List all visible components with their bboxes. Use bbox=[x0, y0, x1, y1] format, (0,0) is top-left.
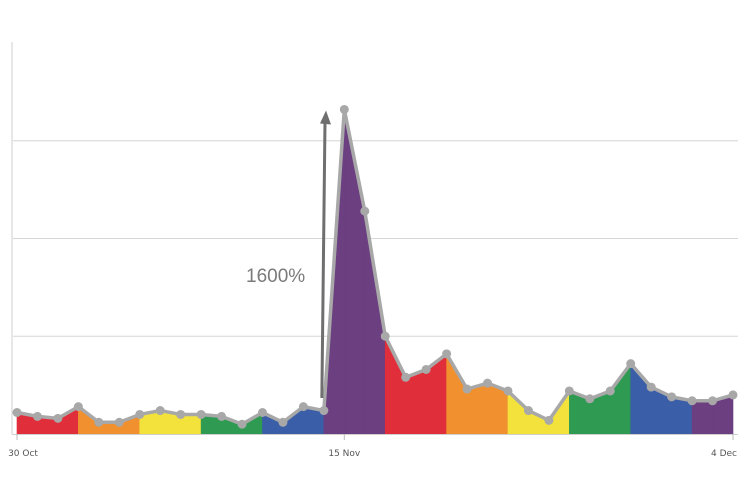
data-point bbox=[237, 419, 247, 429]
x-tick-label: 30 Oct bbox=[8, 449, 38, 459]
data-point bbox=[176, 409, 186, 419]
data-point bbox=[585, 394, 595, 404]
data-point bbox=[278, 417, 288, 427]
growth-arrow bbox=[320, 121, 327, 399]
data-point bbox=[155, 406, 165, 416]
data-point bbox=[319, 406, 329, 416]
data-point bbox=[503, 386, 513, 396]
data-point bbox=[523, 406, 533, 416]
data-point bbox=[380, 331, 390, 341]
area-segment bbox=[446, 352, 468, 435]
data-point bbox=[73, 402, 83, 412]
x-axis-ticks: 30 Oct 15 Nov 4 Dec bbox=[8, 434, 737, 459]
area-segment bbox=[691, 400, 713, 435]
data-point bbox=[462, 384, 472, 394]
x-tick-label: 4 Dec bbox=[711, 449, 737, 459]
data-point bbox=[360, 206, 370, 216]
data-point bbox=[605, 386, 615, 396]
data-point bbox=[401, 372, 411, 382]
data-point bbox=[728, 390, 738, 400]
data-point bbox=[339, 104, 349, 114]
data-point bbox=[32, 411, 42, 421]
x-tick-label: 15 Nov bbox=[328, 449, 361, 459]
data-point bbox=[53, 413, 63, 423]
data-point bbox=[646, 382, 656, 392]
data-point bbox=[257, 407, 267, 417]
data-point bbox=[114, 417, 124, 427]
data-point bbox=[483, 378, 493, 388]
data-point bbox=[544, 415, 554, 425]
data-point bbox=[217, 411, 227, 421]
data-point bbox=[298, 402, 308, 412]
area-segment bbox=[609, 362, 632, 435]
data-point bbox=[12, 407, 22, 417]
data-points bbox=[12, 104, 738, 429]
data-point bbox=[135, 409, 145, 419]
area-segment bbox=[384, 336, 406, 435]
data-point bbox=[667, 392, 677, 402]
data-point bbox=[708, 396, 718, 406]
data-point bbox=[687, 396, 697, 406]
axes bbox=[11, 42, 738, 435]
data-point bbox=[442, 349, 452, 359]
data-point bbox=[626, 359, 636, 369]
growth-annotation-label: 1600% bbox=[246, 266, 305, 287]
data-point bbox=[564, 386, 574, 396]
data-point bbox=[421, 364, 431, 374]
growth-arrow-head bbox=[320, 110, 331, 125]
annotation: 1600% bbox=[246, 110, 331, 399]
data-point bbox=[196, 409, 206, 419]
data-point bbox=[94, 417, 104, 427]
